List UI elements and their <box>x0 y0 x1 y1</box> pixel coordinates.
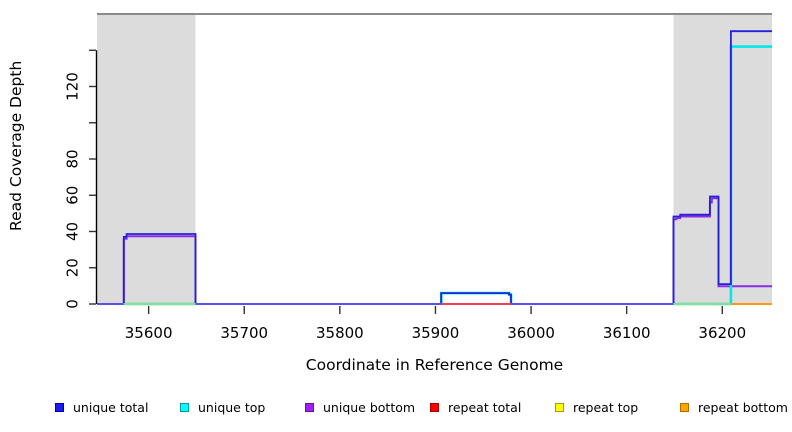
x-axis-title: Coordinate in Reference Genome <box>305 356 564 374</box>
y-tick-label: 0 <box>64 299 82 309</box>
series-line-unique-total <box>97 30 772 305</box>
y-axis-title: Read Coverage Depth <box>7 60 25 231</box>
x-tick-label: 36100 <box>603 324 651 342</box>
x-tick-label: 35800 <box>316 324 364 342</box>
y-tick-label: 60 <box>64 186 82 205</box>
repeat-region-shading <box>673 14 772 304</box>
x-tick-label: 36200 <box>698 324 746 342</box>
series-line-unique-bottom <box>97 197 772 305</box>
y-tick-label: 80 <box>64 149 82 168</box>
repeat-region-shading <box>97 14 196 304</box>
y-tick-label: 20 <box>64 258 82 277</box>
x-tick-label: 35700 <box>220 324 268 342</box>
x-tick-label: 35900 <box>412 324 460 342</box>
x-tick-label: 35600 <box>125 324 173 342</box>
series-line-unique-top <box>439 291 513 304</box>
x-tick-label: 36000 <box>507 324 555 342</box>
y-tick-label: 40 <box>64 222 82 241</box>
y-tick-label: 120 <box>64 72 82 101</box>
